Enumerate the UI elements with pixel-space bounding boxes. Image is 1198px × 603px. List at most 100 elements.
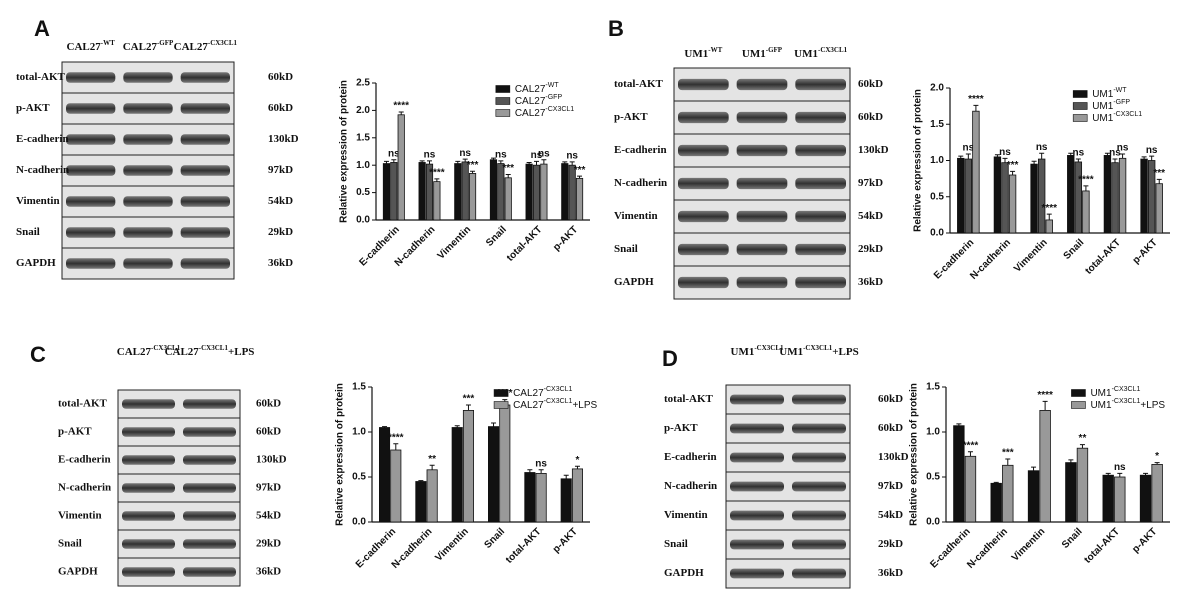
band — [736, 78, 788, 91]
band — [678, 144, 729, 157]
legend-label: CAL27-GFP — [515, 94, 563, 107]
significance: *** — [1007, 160, 1019, 171]
label-base: UM1 — [794, 48, 818, 60]
lane-header: CAL27-CX3CL1 — [174, 39, 238, 53]
label-sup: -CX3CL1 — [803, 344, 833, 352]
bar — [575, 177, 584, 221]
label-base: CAL27 — [515, 108, 546, 119]
protein-label: p-AKT — [614, 111, 648, 123]
band — [122, 427, 175, 437]
band — [180, 72, 230, 83]
band — [792, 568, 846, 579]
label-base: CAL27 — [513, 400, 544, 411]
significance: ns — [962, 143, 974, 154]
band — [183, 427, 236, 437]
protein-label: total-AKT — [614, 78, 664, 90]
y-axis-label: Relative expression of protein — [339, 80, 350, 223]
band — [792, 481, 846, 492]
error-bar — [1068, 459, 1074, 463]
error-bar — [958, 155, 964, 159]
protein-label: Vimentin — [664, 509, 708, 521]
bar — [1065, 462, 1077, 523]
label-sup: -GFP — [157, 39, 174, 47]
bar — [964, 158, 973, 234]
size-label: 36kD — [858, 276, 883, 288]
error-bar — [994, 154, 1000, 157]
significance: ** — [1079, 433, 1087, 444]
bar — [462, 409, 474, 523]
y-tick-label: 1.5 — [352, 382, 366, 393]
error-bar — [434, 178, 440, 182]
bar — [560, 478, 572, 523]
lane-header: CAL27-GFP — [123, 39, 174, 53]
significance: **** — [968, 94, 984, 105]
protein-label: Snail — [58, 538, 82, 550]
y-tick-label: 0.5 — [930, 191, 944, 202]
label-sup: -CX3CL1 — [1112, 386, 1141, 393]
size-label: 29kD — [268, 226, 293, 238]
legend-label: CAL27-CX3CL1 — [513, 386, 572, 399]
legend-swatch — [1072, 102, 1088, 110]
band — [792, 423, 846, 434]
band — [123, 103, 173, 114]
band — [795, 177, 846, 190]
protein-label: total-AKT — [16, 71, 66, 83]
label-sup: -GFP — [545, 94, 562, 101]
size-label: 54kD — [878, 509, 903, 521]
legend-swatch — [1071, 401, 1086, 409]
x-tick-label: Snail — [1060, 526, 1085, 551]
band — [795, 111, 846, 124]
y-tick-label: 2.5 — [356, 78, 370, 89]
band — [183, 455, 236, 465]
x-tick-label: p-AKT — [551, 224, 580, 253]
size-label: 29kD — [878, 538, 903, 550]
error-bar — [490, 157, 496, 160]
error-bar — [391, 159, 397, 163]
label-sup: -WT — [545, 82, 559, 89]
panel-label: D — [662, 346, 678, 371]
error-bar — [454, 425, 460, 428]
bar — [1074, 161, 1083, 234]
band — [792, 394, 846, 405]
y-tick-label: 1.5 — [356, 132, 370, 143]
label-base: UM1 — [1092, 113, 1114, 124]
error-bar — [429, 464, 435, 470]
band — [736, 111, 788, 124]
band — [795, 210, 846, 223]
x-tick-label: total-AKT — [504, 526, 544, 566]
x-tick-label: Vimentin — [433, 526, 471, 564]
significance: **** — [388, 432, 404, 443]
lane-header: UM1-GFP — [742, 46, 783, 60]
bar — [1118, 157, 1127, 234]
label-suffix: +LPS — [1140, 400, 1165, 411]
protein-label: E-cadherin — [58, 454, 111, 466]
band — [730, 539, 784, 550]
band — [123, 165, 173, 176]
legend-label: UM1-GFP — [1092, 99, 1130, 112]
significance: ns — [1117, 143, 1129, 154]
bar — [418, 162, 426, 221]
protein-label: E-cadherin — [664, 451, 717, 463]
error-bar — [419, 160, 425, 163]
x-tick-label: p-AKT — [551, 526, 580, 555]
error-bar — [1039, 152, 1045, 160]
protein-label: E-cadherin — [16, 133, 69, 145]
size-label: 36kD — [268, 257, 293, 269]
size-label: 36kD — [878, 567, 903, 579]
protein-label: N-cadherin — [58, 482, 111, 494]
y-tick-label: 0.0 — [352, 517, 366, 528]
error-bar — [569, 161, 575, 166]
label-base: CAL27 — [117, 346, 152, 358]
error-bar — [1079, 444, 1085, 449]
size-label: 36kD — [256, 566, 281, 578]
size-label: 60kD — [878, 422, 903, 434]
significance: ns — [999, 147, 1011, 158]
band — [180, 165, 230, 176]
x-tick-label: total-AKT — [505, 224, 545, 264]
band — [736, 243, 788, 256]
label-sup: -CX3CL1 — [151, 344, 181, 352]
bar — [1139, 474, 1152, 523]
error-bar — [956, 423, 962, 426]
bar — [571, 468, 583, 523]
bar — [499, 404, 511, 523]
